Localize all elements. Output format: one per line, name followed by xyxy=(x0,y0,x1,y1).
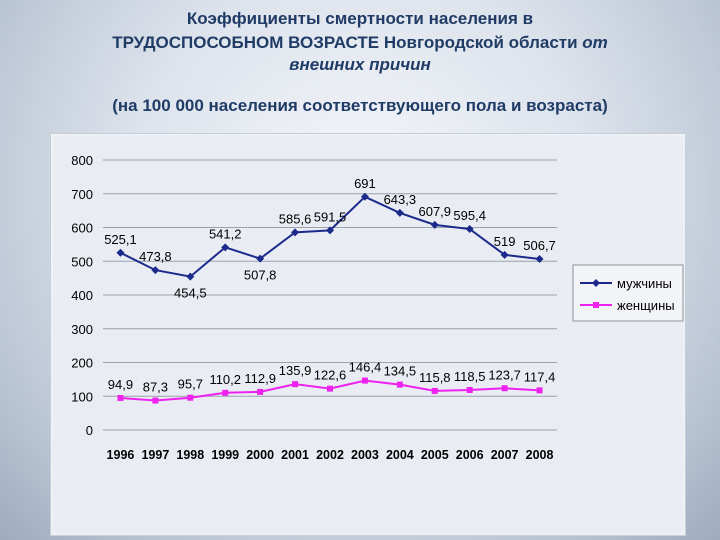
data-point-marker xyxy=(500,250,509,259)
legend-box xyxy=(572,264,684,322)
data-label: 507,8 xyxy=(244,268,277,283)
chart-title-line1: Коэффициенты смертности населения в xyxy=(186,9,534,28)
data-point-marker xyxy=(152,397,159,404)
data-point-marker xyxy=(222,389,229,396)
x-axis: 1996 1997 1998 1999 2000 2001 2002 2003 2004 2005… xyxy=(107,448,554,462)
data-label: 643,3 xyxy=(384,192,417,207)
x-tick-label: 1999 xyxy=(211,448,239,462)
x-tick-label: 2001 xyxy=(281,448,309,462)
data-label: 134,5 xyxy=(384,364,417,379)
chart-title-line2: ТРУДОСПОСОБНОМ ВОЗРАСТЕ Новгородской обл… xyxy=(0,32,720,54)
data-label: 595,4 xyxy=(453,208,486,223)
data-label: 110,2 xyxy=(209,372,241,387)
data-point-marker xyxy=(256,254,265,263)
data-point-marker xyxy=(291,228,300,237)
y-tick-label: 600 xyxy=(71,221,93,236)
x-tick-label: 2008 xyxy=(526,448,554,462)
data-label: 541,2 xyxy=(209,226,242,241)
data-label: 95,7 xyxy=(178,377,203,392)
data-point-marker xyxy=(151,266,160,275)
grid-lines xyxy=(103,159,557,431)
y-tick-label: 700 xyxy=(71,187,93,202)
legend-marker xyxy=(593,302,599,308)
data-label: 117,4 xyxy=(524,369,556,384)
data-point-marker xyxy=(466,387,473,394)
data-label: 473,8 xyxy=(139,249,172,264)
data-label: 591,5 xyxy=(314,209,347,224)
data-label: 607,9 xyxy=(418,204,451,219)
x-tick-label: 1998 xyxy=(176,448,204,462)
data-point-marker xyxy=(431,387,438,394)
legend: мужчины женщины xyxy=(572,264,684,322)
data-label: 115,8 xyxy=(419,370,451,385)
x-tick-label: 2000 xyxy=(246,448,274,462)
x-tick-label: 1997 xyxy=(141,448,169,462)
data-point-marker xyxy=(535,254,544,263)
data-label: 519 xyxy=(494,234,516,249)
y-tick-label: 100 xyxy=(71,389,93,404)
data-point-marker xyxy=(326,226,334,235)
y-tick-label: 200 xyxy=(71,356,93,371)
x-tick-label: 2003 xyxy=(351,448,379,462)
chart-title-line2-main: ТРУДОСПОСОБНОМ ВОЗРАСТЕ Новгородской обл… xyxy=(112,33,583,52)
data-label: 123,7 xyxy=(488,367,521,382)
x-tick-label: 2006 xyxy=(456,448,484,462)
x-tick-label: 2004 xyxy=(386,448,414,462)
y-tick-label: 300 xyxy=(71,322,93,337)
chart-title-line3-text: внешних причин xyxy=(289,55,431,74)
data-point-marker xyxy=(116,248,125,257)
y-axis: 0 100 200 300 400 500 600 700 800 xyxy=(71,153,93,438)
data-point-marker xyxy=(257,388,264,395)
chart-title-line2-italic: от xyxy=(582,33,608,52)
data-label: 112,9 xyxy=(244,371,276,386)
data-point-marker xyxy=(430,220,439,229)
chart-area: 0 100 200 300 400 500 600 700 800 1996 1997 1998 19… xyxy=(50,133,686,536)
data-point-marker xyxy=(501,385,508,392)
y-tick-label: 500 xyxy=(71,254,93,269)
data-label: 87,3 xyxy=(143,380,168,395)
legend-marker xyxy=(592,279,600,287)
data-label: 118,5 xyxy=(454,369,486,384)
y-tick-label: 800 xyxy=(71,153,93,168)
chart-title-line3: внешних причин xyxy=(0,54,720,76)
data-point-marker xyxy=(117,394,124,401)
data-label: 146,4 xyxy=(349,360,382,375)
x-tick-label: 1996 xyxy=(107,448,135,462)
data-label: 454,5 xyxy=(174,286,207,301)
x-tick-label: 2005 xyxy=(421,448,449,462)
data-point-marker xyxy=(187,394,194,401)
data-label: 585,6 xyxy=(279,211,312,226)
data-label: 122,6 xyxy=(314,368,347,383)
data-point-marker xyxy=(221,243,230,252)
data-label: 525,1 xyxy=(104,232,137,247)
legend-label-0: мужчины xyxy=(617,276,672,291)
data-label: 94,9 xyxy=(108,377,133,392)
data-point-marker xyxy=(327,385,333,392)
chart-subtitle: (на 100 000 населения соответствующего п… xyxy=(112,96,608,115)
y-tick-label: 0 xyxy=(86,423,93,438)
data-point-marker xyxy=(536,387,543,394)
x-tick-label: 2002 xyxy=(316,448,344,462)
data-label: 135,9 xyxy=(279,363,312,378)
data-label: 691 xyxy=(354,176,376,191)
x-tick-label: 2007 xyxy=(491,448,519,462)
data-label: 506,7 xyxy=(523,238,556,253)
data-point-marker xyxy=(186,272,195,281)
data-point-marker xyxy=(395,208,404,217)
y-tick-label: 400 xyxy=(71,288,93,303)
data-point-marker xyxy=(396,381,403,388)
data-point-marker xyxy=(292,381,299,388)
legend-label-1: женщины xyxy=(617,298,675,313)
data-point-marker xyxy=(361,377,368,384)
data-point-marker xyxy=(465,225,474,234)
data-point-marker xyxy=(360,192,369,201)
